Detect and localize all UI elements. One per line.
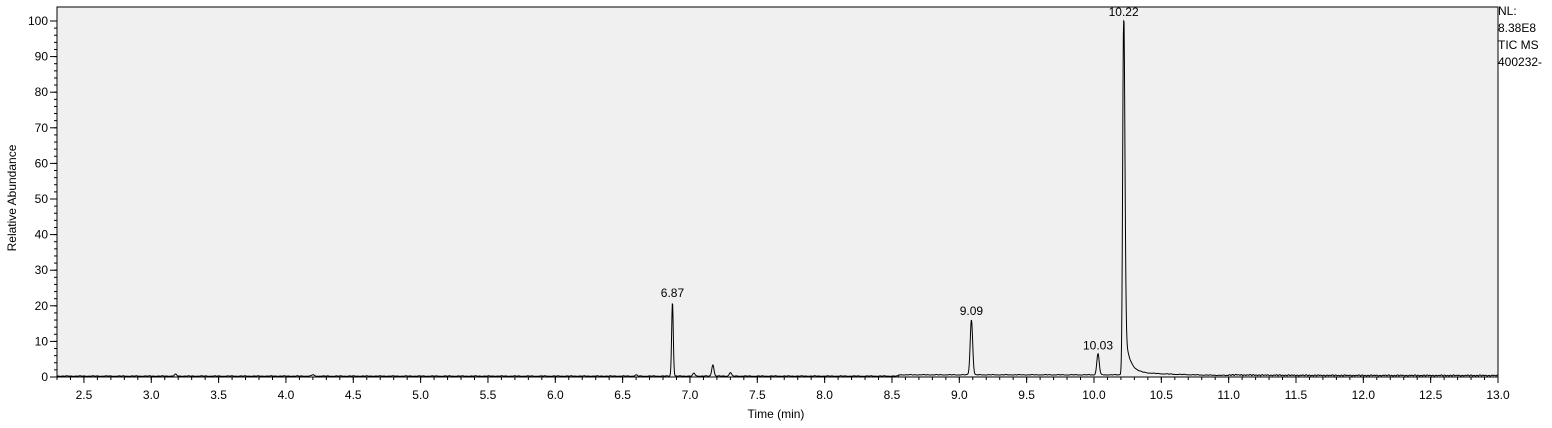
x-tick-label: 10.5 bbox=[1150, 388, 1174, 402]
x-tick-label: 3.0 bbox=[143, 388, 160, 402]
y-axis: 0 10 20 30 40 50 60 70 80 90 100 bbox=[28, 14, 57, 384]
y-tick-label: 10 bbox=[35, 334, 49, 348]
info-line-file: 400232- bbox=[1498, 55, 1543, 69]
info-line-scan: TIC MS bbox=[1498, 38, 1539, 52]
y-tick-label: 20 bbox=[35, 299, 49, 313]
x-tick-label: 11.0 bbox=[1217, 388, 1240, 402]
x-tick-label: 8.0 bbox=[816, 388, 833, 402]
x-axis-title: Time (min) bbox=[748, 407, 805, 421]
peak-label: 10.22 bbox=[1109, 5, 1139, 19]
y-tick-label: 70 bbox=[35, 121, 49, 135]
x-tick-label: 13.0 bbox=[1486, 388, 1510, 402]
x-tick-label: 5.5 bbox=[480, 388, 497, 402]
y-tick-label: 80 bbox=[35, 85, 49, 99]
y-tick-label: 100 bbox=[28, 14, 48, 28]
x-tick-label: 8.5 bbox=[884, 388, 901, 402]
plot-area bbox=[56, 6, 1499, 378]
peak-label: 10.03 bbox=[1083, 339, 1113, 353]
peak-label: 9.09 bbox=[960, 304, 984, 318]
x-tick-label: 12.0 bbox=[1352, 388, 1376, 402]
x-tick-label: 6.0 bbox=[547, 388, 564, 402]
info-panel: NL: 8.38E8 TIC MS 400232- bbox=[1498, 3, 1542, 71]
x-tick-label: 3.5 bbox=[210, 388, 227, 402]
x-tick-label: 12.5 bbox=[1419, 388, 1443, 402]
x-tick-label: 5.0 bbox=[412, 388, 429, 402]
info-line-nl: NL: bbox=[1498, 4, 1517, 18]
y-tick-label: 50 bbox=[35, 192, 49, 206]
peak-label: 6.87 bbox=[661, 286, 685, 300]
x-axis: 2.5 3.0 3.5 4.0 4.5 5.0 5.5 6.0 6.5 7.0 7.5 8.0 8.5 9… bbox=[56, 376, 1510, 402]
x-tick-label: 11.5 bbox=[1285, 388, 1308, 402]
y-tick-label: 0 bbox=[41, 370, 48, 384]
x-tick-label: 9.5 bbox=[1018, 388, 1035, 402]
y-tick-label: 60 bbox=[35, 156, 49, 170]
info-line-value: 8.38E8 bbox=[1498, 21, 1537, 35]
x-tick-label: 6.5 bbox=[614, 388, 631, 402]
y-axis-title: Relative Abundance bbox=[5, 144, 19, 251]
y-tick-label: 90 bbox=[35, 50, 49, 64]
tic-trace bbox=[56, 19, 1499, 377]
x-tick-label: 7.5 bbox=[749, 388, 766, 402]
x-tick-label: 2.5 bbox=[76, 388, 93, 402]
y-tick-label: 40 bbox=[35, 228, 49, 242]
x-tick-label: 4.5 bbox=[345, 388, 362, 402]
peak-labels: 6.87 9.09 10.03 10.22 bbox=[661, 5, 1139, 353]
x-tick-label: 9.0 bbox=[951, 388, 968, 402]
x-tick-label: 7.0 bbox=[682, 388, 699, 402]
x-tick-label: 4.0 bbox=[278, 388, 295, 402]
x-tick-label: 10.0 bbox=[1082, 388, 1106, 402]
y-tick-label: 30 bbox=[35, 263, 49, 277]
